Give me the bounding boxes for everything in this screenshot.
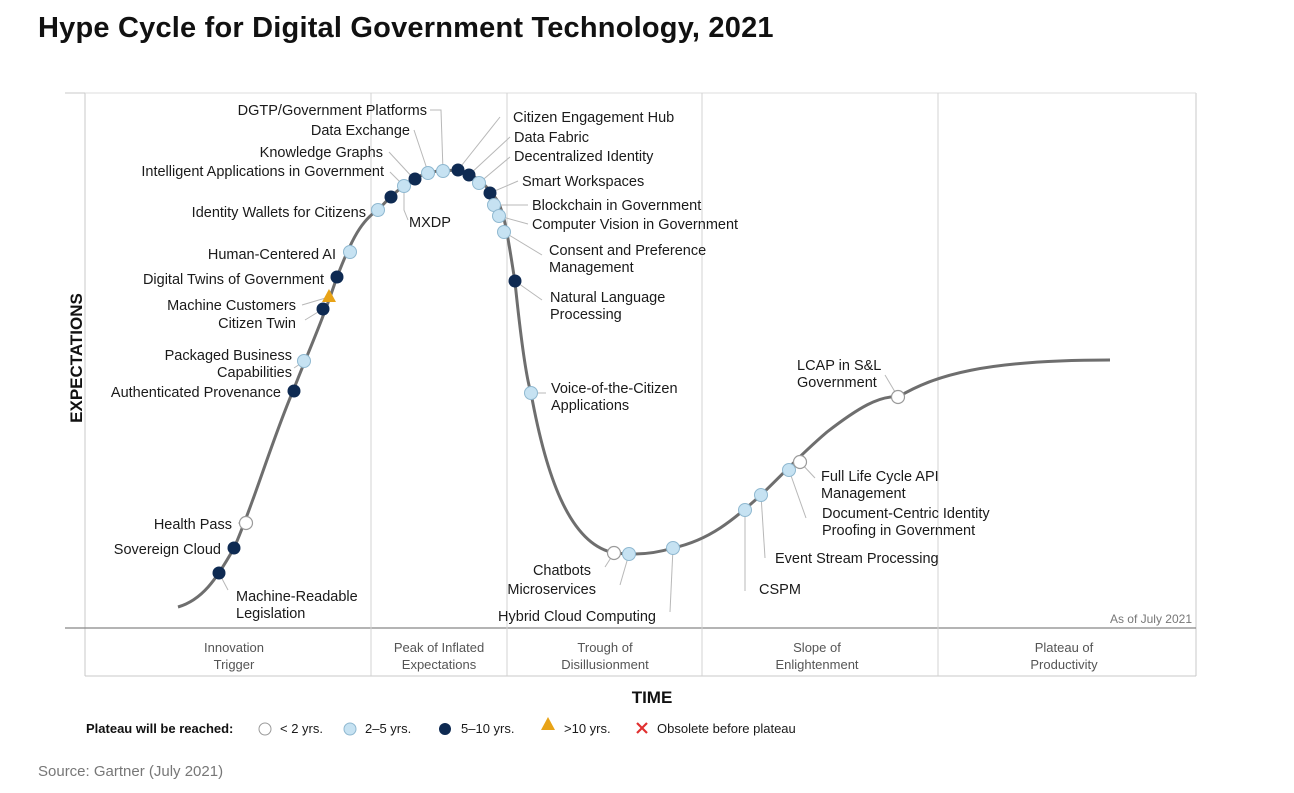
phase-label: Enlightenment [775,657,858,672]
tech-marker-2to5 [622,547,636,561]
tech-marker-5to10 [227,541,241,555]
tech-marker-5to10 [508,274,522,288]
tech-marker-2to5 [738,503,752,517]
legend-marker-obsolete [636,722,648,734]
tech-marker-2to5 [371,203,385,217]
tech-marker-gt10 [322,289,336,302]
phase-label: Plateau of [1035,640,1094,655]
phase-label: Disillusionment [561,657,649,672]
tech-label: Blockchain in Government [532,198,701,214]
technology-markers [212,163,906,580]
tech-label: Authenticated Provenance [111,385,281,401]
tech-marker-5to10 [212,566,226,580]
tech-marker-2to5 [421,166,435,180]
legend-label: 5–10 yrs. [461,721,514,736]
tech-label: Digital Twins of Government [143,272,324,288]
tech-label: Microservices [507,582,596,598]
tech-label: Machine Customers [167,298,296,314]
tech-label: Citizen Engagement Hub [513,110,674,126]
as-of-label: As of July 2021 [1110,612,1192,626]
legend-marker-lt2 [258,722,272,736]
tech-label: Intelligent Applications in Government [141,164,384,180]
legend: Plateau will be reached: < 2 yrs. 2–5 yr… [86,717,796,736]
tech-label: Data Exchange [311,123,410,139]
tech-marker-2to5 [492,209,506,223]
tech-label: MXDP [409,215,451,231]
tech-marker-5to10 [408,172,422,186]
tech-marker-lt2 [606,545,622,561]
legend-marker-gt10 [541,717,555,730]
legend-marker-2to5 [343,722,357,736]
tech-label: Consent and Preference Management [549,243,706,276]
tech-marker-2to5 [524,386,538,400]
tech-label: Hybrid Cloud Computing [498,609,656,625]
tech-label: Voice-of-the-Citizen Applications [551,381,678,414]
tech-marker-lt2 [890,389,906,405]
legend-marker-5to10 [439,723,451,735]
legend-label: < 2 yrs. [280,721,323,736]
tech-marker-2to5 [397,179,411,193]
source-caption: Source: Gartner (July 2021) [38,763,224,780]
tech-label: Citizen Twin [218,316,296,332]
page-title: Hype Cycle for Digital Government Techno… [38,12,774,44]
phase-label: Productivity [1030,657,1098,672]
tech-label: Knowledge Graphs [260,145,383,161]
phase-labels: Innovation Trigger Peak of Inflated Expe… [204,640,1098,672]
phase-label: Slope of [793,640,841,655]
tech-marker-5to10 [483,186,497,200]
technology-labels: Machine-Readable Legislation Sovereign Cl… [111,103,990,625]
phase-label: Innovation [204,640,264,655]
legend-label: >10 yrs. [564,721,611,736]
tech-marker-2to5 [754,488,768,502]
tech-label: Natural Language Processing [550,290,665,323]
tech-marker-2to5 [472,176,486,190]
tech-label: Data Fabric [514,130,589,146]
tech-marker-5to10 [462,168,476,182]
tech-label: Machine-Readable Legislation [236,589,358,622]
chart-frame [65,92,1197,677]
leader-lines [218,109,899,613]
phase-label: Peak of Inflated [394,640,484,655]
phase-label: Trigger [214,657,255,672]
tech-marker-2to5 [343,245,357,259]
tech-label: Decentralized Identity [514,149,654,165]
tech-marker-2to5 [666,541,680,555]
tech-marker-lt2 [792,454,808,470]
tech-label: DGTP/Government Platforms [238,103,427,119]
hype-curve [177,168,1111,609]
tech-label: Chatbots [533,563,591,579]
phase-label: Trough of [577,640,633,655]
tech-label: Human-Centered AI [208,247,336,263]
tech-marker-5to10 [330,270,344,284]
tech-label: LCAP in S&L Government [797,358,881,391]
phase-label: Expectations [402,657,477,672]
tech-marker-5to10 [316,302,330,316]
x-axis-label: TIME [632,688,673,707]
tech-label: Event Stream Processing [775,551,939,567]
tech-marker-5to10 [451,163,465,177]
legend-label: 2–5 yrs. [365,721,411,736]
tech-marker-lt2 [238,515,254,531]
tech-marker-5to10 [384,190,398,204]
tech-marker-2to5 [297,354,311,368]
tech-label: Smart Workspaces [522,174,644,190]
tech-label: Health Pass [154,517,232,533]
legend-title: Plateau will be reached: [86,721,233,736]
tech-marker-2to5 [782,463,796,477]
tech-marker-2to5 [497,225,511,239]
tech-label: Packaged Business Capabilities [165,348,292,381]
tech-label: Full Life Cycle API Management [821,469,939,502]
tech-label: CSPM [759,582,801,598]
tech-label: Sovereign Cloud [114,542,221,558]
legend-label: Obsolete before plateau [657,721,796,736]
tech-marker-2to5 [436,164,450,178]
tech-label: Document-Centric Identity Proofing in Gov… [822,506,990,539]
y-axis-label: EXPECTATIONS [67,293,86,423]
tech-label: Identity Wallets for Citizens [192,205,366,221]
tech-marker-5to10 [287,384,301,398]
tech-label: Computer Vision in Government [532,217,738,233]
